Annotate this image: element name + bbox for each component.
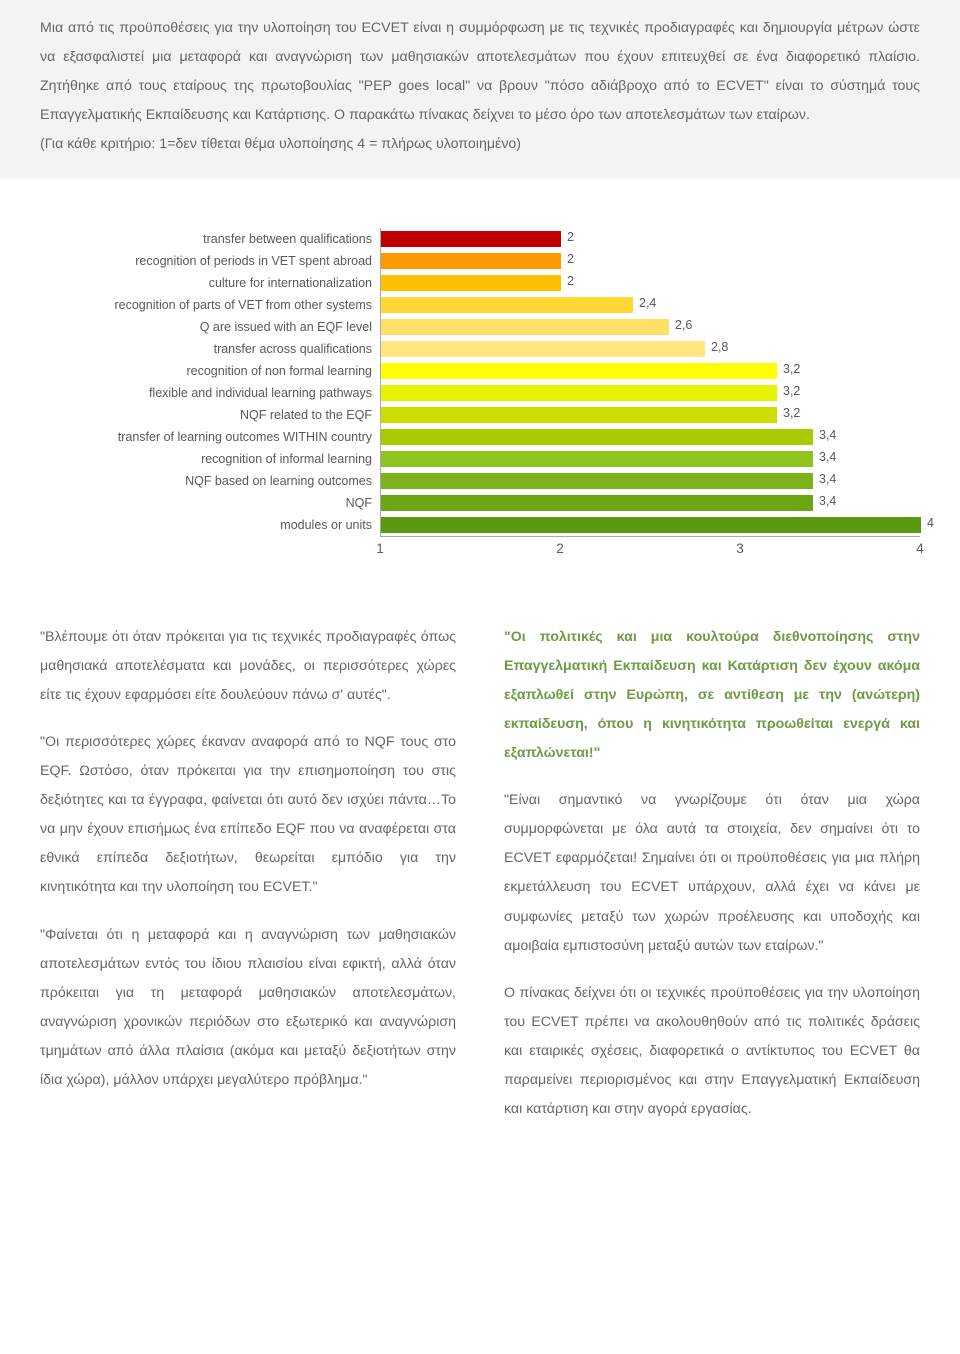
chart-label: flexible and individual learning pathway… [40, 382, 380, 404]
bar-row: 2 [381, 272, 920, 294]
bar [381, 517, 921, 533]
bar-row: 3,4 [381, 448, 920, 470]
bar-row: 2,6 [381, 316, 920, 338]
column-right: "Οι πολιτικές και μια κουλτούρα διεθνοπο… [504, 623, 920, 1143]
bar-value-label: 3,2 [783, 406, 800, 420]
bar-value-label: 4 [927, 516, 934, 530]
x-tick: 3 [736, 541, 744, 556]
column-left: "Βλέπουμε ότι όταν πρόκειται για τις τεχ… [40, 623, 456, 1143]
bar-value-label: 2 [567, 274, 574, 288]
x-tick: 4 [916, 541, 924, 556]
chart-label: transfer across qualifications [40, 338, 380, 360]
bar-row: 2,4 [381, 294, 920, 316]
bar-row: 3,4 [381, 426, 920, 448]
intro-box: Μια από τις προϋποθέσεις για την υλοποίη… [0, 0, 960, 178]
bar-value-label: 2,6 [675, 318, 692, 332]
bar [381, 297, 633, 313]
bar-value-label: 2,4 [639, 296, 656, 310]
x-tick: 1 [376, 541, 384, 556]
chart-label: recognition of parts of VET from other s… [40, 294, 380, 316]
chart-label: transfer of learning outcomes WITHIN cou… [40, 426, 380, 448]
chart-plot: 2222,42,62,83,23,23,23,43,43,43,44 1234 [380, 228, 920, 565]
chart-label: modules or units [40, 514, 380, 536]
bar [381, 407, 777, 423]
chart-label: transfer between qualifications [40, 228, 380, 250]
bar-row: 2 [381, 250, 920, 272]
chart-label: recognition of non formal learning [40, 360, 380, 382]
bar [381, 429, 813, 445]
bar [381, 363, 777, 379]
paragraph: "Οι περισσότερες χώρες έκαναν αναφορά απ… [40, 728, 456, 903]
bar [381, 451, 813, 467]
bar-value-label: 2 [567, 252, 574, 266]
chart-label: NQF [40, 492, 380, 514]
x-tick: 2 [556, 541, 564, 556]
chart-label: NQF based on learning outcomes [40, 470, 380, 492]
bar [381, 319, 669, 335]
bar-value-label: 2 [567, 230, 574, 244]
chart-label: NQF related to the EQF [40, 404, 380, 426]
bar-row: 3,2 [381, 404, 920, 426]
chart-y-labels: transfer between qualificationsrecogniti… [40, 228, 380, 565]
chart-bars: 2 2 2 2,4 2,6 2,8 3,2 3,2 3,2 3,4 3,4 3,4 3,4 4 [380, 228, 920, 537]
bar-row: 2,8 [381, 338, 920, 360]
bar-row: 3,2 [381, 360, 920, 382]
intro-text: Μια από τις προϋποθέσεις για την υλοποίη… [40, 20, 920, 123]
chart-x-axis: 1234 [380, 541, 920, 565]
chart: transfer between qualificationsrecogniti… [40, 228, 920, 565]
bar [381, 473, 813, 489]
bar [381, 275, 561, 291]
paragraph: Ο πίνακας δείχνει ότι οι τεχνικές προϋπο… [504, 979, 920, 1125]
paragraph: "Φαίνεται ότι η μεταφορά και η αναγνώρισ… [40, 921, 456, 1096]
bar [381, 385, 777, 401]
bar [381, 253, 561, 269]
bar [381, 231, 561, 247]
bar-value-label: 3,4 [819, 472, 836, 486]
bar-value-label: 2,8 [711, 340, 728, 354]
paragraph: "Είναι σημαντικό να γνωρίζουμε ότι όταν … [504, 786, 920, 961]
text-columns: "Βλέπουμε ότι όταν πρόκειται για τις τεχ… [0, 605, 960, 1183]
bar-row: 4 [381, 514, 920, 536]
bar-value-label: 3,4 [819, 494, 836, 508]
chart-label: culture for internationalization [40, 272, 380, 294]
bar-value-label: 3,2 [783, 384, 800, 398]
chart-label: Q are issued with an EQF level [40, 316, 380, 338]
bar-value-label: 3,4 [819, 428, 836, 442]
bar-row: 3,4 [381, 492, 920, 514]
bar-value-label: 3,2 [783, 362, 800, 376]
bar-row: 3,4 [381, 470, 920, 492]
bar-value-label: 3,4 [819, 450, 836, 464]
highlight-paragraph: "Οι πολιτικές και μια κουλτούρα διεθνοπο… [504, 623, 920, 769]
bar-row: 2 [381, 228, 920, 250]
chart-label: recognition of informal learning [40, 448, 380, 470]
paragraph: "Βλέπουμε ότι όταν πρόκειται για τις τεχ… [40, 623, 456, 710]
bar [381, 341, 705, 357]
chart-label: recognition of periods in VET spent abro… [40, 250, 380, 272]
bar [381, 495, 813, 511]
intro-note: (Για κάθε κριτήριο: 1=δεν τίθεται θέμα υ… [40, 136, 521, 152]
bar-row: 3,2 [381, 382, 920, 404]
